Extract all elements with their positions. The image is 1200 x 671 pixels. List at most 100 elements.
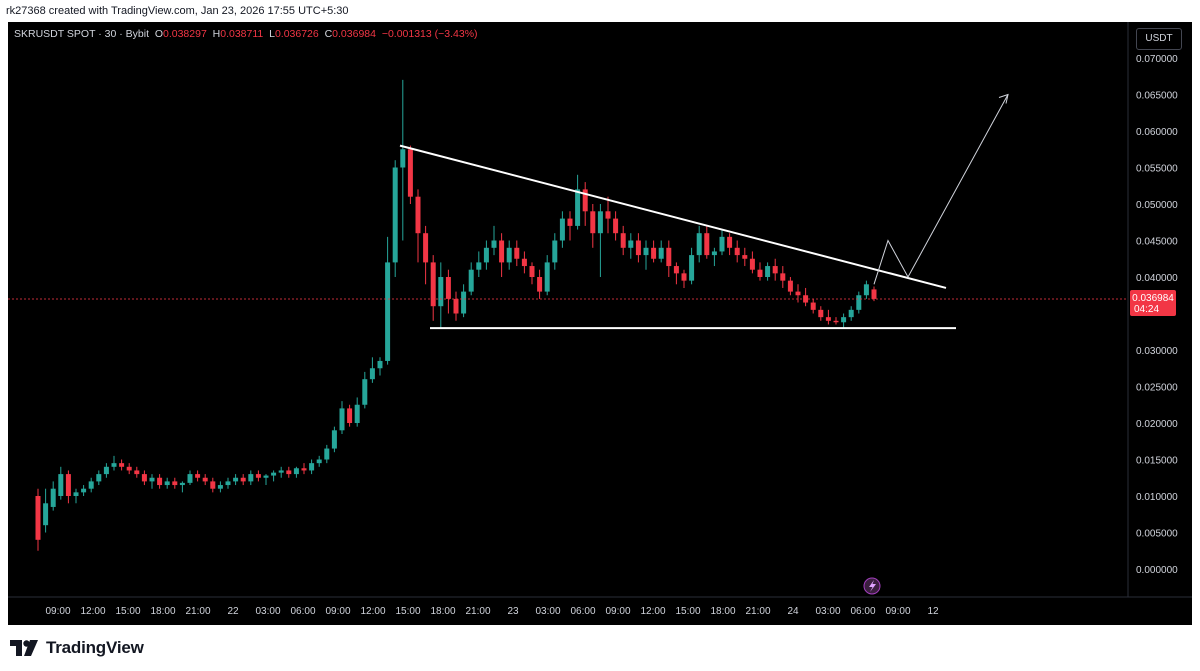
- y-tick-label: 0.055000: [1136, 164, 1178, 175]
- candle-body: [103, 466, 109, 475]
- candle-body: [483, 247, 489, 263]
- y-tick-label: 0.060000: [1136, 127, 1178, 138]
- candle-body: [499, 240, 505, 263]
- candle-body: [658, 247, 664, 259]
- x-tick-label: 12: [927, 606, 939, 617]
- y-tick-label: 0.040000: [1136, 273, 1178, 284]
- candle-body: [673, 266, 679, 274]
- candle-body: [324, 448, 330, 460]
- candle-body: [780, 273, 786, 281]
- candle-body: [385, 262, 391, 361]
- tradingview-logo-icon: [10, 640, 38, 656]
- candle-body: [50, 488, 56, 507]
- candle-body: [825, 317, 831, 321]
- top-bar: rk27368 created with TradingView.com, Ja…: [0, 0, 1200, 22]
- candle-body: [772, 266, 778, 274]
- symbol-label[interactable]: SKRUSDT SPOT · 30 · Bybit: [14, 28, 149, 40]
- candle-body: [134, 470, 140, 475]
- lightning-glyph: [869, 580, 876, 592]
- candle-body: [157, 477, 163, 486]
- y-tick-label: 0.015000: [1136, 456, 1178, 467]
- chart-credit: rk27368 created with TradingView.com, Ja…: [6, 5, 349, 17]
- candle-body: [575, 189, 581, 226]
- candle-body: [559, 218, 565, 241]
- candle-body: [210, 481, 216, 489]
- candle-body: [58, 474, 64, 496]
- candle-body: [506, 247, 512, 263]
- candle-body: [734, 247, 740, 256]
- candle-body: [286, 470, 292, 475]
- open-label: O: [154, 28, 163, 40]
- candle-body: [719, 236, 725, 252]
- candle-body: [620, 233, 626, 248]
- projected-path: [873, 94, 1009, 285]
- candle-body: [696, 233, 702, 256]
- y-tick-label: 0.045000: [1136, 237, 1178, 248]
- y-tick-label: 0.065000: [1136, 91, 1178, 102]
- y-tick-label: 0.070000: [1136, 54, 1178, 65]
- x-tick-label: 15:00: [115, 606, 140, 617]
- candle-body: [582, 189, 588, 212]
- x-tick-label: 22: [227, 606, 239, 617]
- candle-body: [73, 492, 79, 496]
- candle-body: [347, 408, 353, 423]
- candle-body: [316, 459, 322, 464]
- candle-body: [164, 481, 170, 486]
- candle-body: [597, 211, 603, 234]
- candle-body: [339, 408, 345, 431]
- candle-body: [392, 167, 398, 263]
- y-tick-label: 0.025000: [1136, 383, 1178, 394]
- close-value: 0.036984: [332, 28, 376, 40]
- candle-body: [263, 475, 269, 478]
- candle-body: [88, 481, 94, 489]
- candle-body: [126, 466, 132, 471]
- candle-body: [635, 240, 641, 256]
- candle-body: [438, 277, 444, 307]
- x-tick-label: 12:00: [640, 606, 665, 617]
- tradingview-logo[interactable]: TradingView: [10, 637, 144, 659]
- candle-body: [810, 302, 816, 310]
- candle-body: [552, 240, 558, 263]
- x-tick-label: 12:00: [80, 606, 105, 617]
- x-tick-label: 09:00: [885, 606, 910, 617]
- candle-body: [369, 368, 375, 380]
- x-tick-label: 06:00: [850, 606, 875, 617]
- y-tick-label: 0.030000: [1136, 346, 1178, 357]
- x-tick-label: 03:00: [815, 606, 840, 617]
- chart-panel[interactable]: 0.000000 0.005000 0.010000 0.015000 0.020000…: [8, 22, 1192, 625]
- candle-body: [749, 258, 755, 270]
- candle-body: [521, 258, 527, 267]
- candle-body: [111, 463, 117, 467]
- candle-body: [331, 430, 337, 449]
- candle-body: [590, 211, 596, 234]
- x-tick-label: 09:00: [605, 606, 630, 617]
- price-chart[interactable]: 0.000000 0.005000 0.010000 0.015000 0.020000…: [8, 22, 1192, 625]
- candle-body: [309, 463, 315, 471]
- y-tick-label: 0.010000: [1136, 492, 1178, 503]
- candle-body: [415, 196, 421, 234]
- low-value: 0.036726: [274, 28, 319, 40]
- open-value: 0.038297: [163, 28, 207, 40]
- x-tick-label: 21:00: [465, 606, 490, 617]
- x-tick-label: 18:00: [710, 606, 735, 617]
- candle-body: [833, 320, 839, 323]
- candle-body: [119, 463, 125, 467]
- candle-body: [271, 472, 277, 476]
- x-tick-label: 18:00: [150, 606, 175, 617]
- projection-arrowhead: [998, 93, 1009, 104]
- candle-body: [514, 247, 520, 259]
- candle-body: [613, 218, 619, 234]
- candle-body: [651, 247, 657, 259]
- x-tick-label: 21:00: [185, 606, 210, 617]
- y-tick-label: 0.005000: [1136, 529, 1178, 540]
- candle-body: [225, 481, 231, 486]
- candle-body: [301, 468, 307, 471]
- candle-body: [856, 295, 862, 310]
- currency-button[interactable]: USDT: [1136, 28, 1182, 50]
- candle-body: [195, 474, 201, 478]
- candle-body: [187, 474, 193, 483]
- candle-body: [871, 289, 877, 299]
- x-tick-label: 21:00: [745, 606, 770, 617]
- candle-body: [430, 262, 436, 307]
- x-tick-label: 15:00: [395, 606, 420, 617]
